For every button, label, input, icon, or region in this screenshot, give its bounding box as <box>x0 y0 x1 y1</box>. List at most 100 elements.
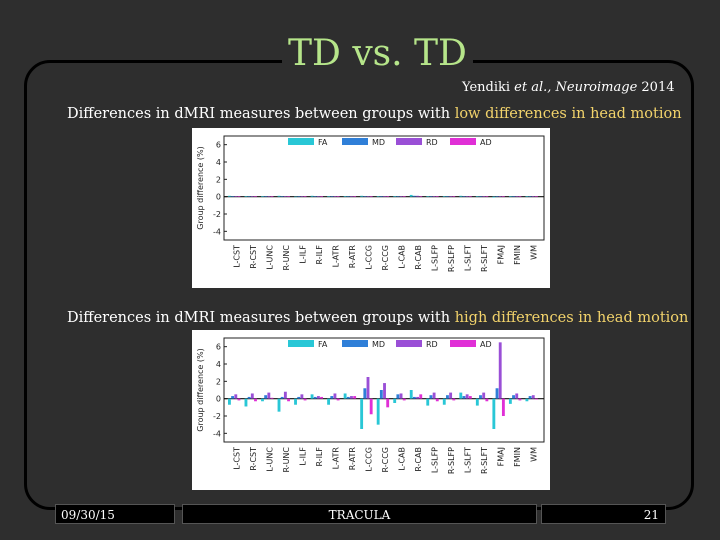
y-tick-label: 2 <box>216 377 221 386</box>
bar <box>343 196 347 197</box>
bar <box>399 393 403 399</box>
bar <box>452 196 456 197</box>
bar <box>525 196 529 197</box>
x-tick-label: L-CCG <box>364 447 373 472</box>
bar <box>327 398 331 405</box>
bar <box>330 396 334 399</box>
bar <box>386 398 390 408</box>
bar <box>515 196 519 197</box>
bar <box>535 398 538 400</box>
bar <box>343 393 347 399</box>
citation: Yendiki et al., Neuroimage 2014 <box>462 80 674 95</box>
bar <box>366 196 370 197</box>
citation-year: 2014 <box>637 80 675 95</box>
x-tick-label: L-SLFT <box>464 245 473 271</box>
plot-area <box>223 135 545 241</box>
citation-etal: et al., Neuroimage <box>514 80 638 95</box>
bar <box>327 196 331 197</box>
bar <box>399 196 403 197</box>
bar <box>244 398 248 407</box>
chart-low-motion: -4 -2 0 2 4 6 Group difference (%) FA MD RD AD L-CS… <box>192 128 550 288</box>
y-tick-label: 2 <box>216 175 221 184</box>
y-axis-label: Group difference (%) <box>196 348 205 431</box>
bar <box>402 398 406 401</box>
bar <box>525 398 529 402</box>
y-axis-label: Group difference (%) <box>196 146 205 229</box>
bar <box>320 396 324 399</box>
bar <box>297 196 301 197</box>
bar <box>446 395 449 399</box>
bar <box>515 393 519 399</box>
bar <box>459 195 463 197</box>
bar <box>479 395 482 399</box>
bar <box>303 398 307 401</box>
x-tick-label: L-UNC <box>265 447 274 472</box>
x-tick-label: FMAJ <box>497 245 506 264</box>
y-tick-label: 0 <box>216 193 221 202</box>
x-tick-label: FMIN <box>513 447 522 467</box>
bar <box>369 398 373 415</box>
legend-label-fa: FA <box>318 340 328 349</box>
bar <box>419 196 423 197</box>
legend-label-ad: AD <box>480 138 492 147</box>
bar <box>360 195 364 197</box>
bar <box>300 394 304 399</box>
bar <box>270 196 274 197</box>
bar <box>498 342 502 399</box>
bar <box>498 196 502 197</box>
bar <box>465 196 469 197</box>
bar <box>518 196 522 197</box>
bar <box>270 397 274 399</box>
bar <box>250 196 254 197</box>
bar <box>313 396 317 399</box>
bar <box>313 196 317 197</box>
y-tick-label: -4 <box>213 429 221 438</box>
bar <box>432 392 436 399</box>
bar <box>353 196 357 197</box>
bar <box>482 392 486 399</box>
bar <box>234 394 238 399</box>
bar <box>297 396 301 399</box>
bar <box>501 398 505 416</box>
bar <box>366 377 370 399</box>
x-tick-label: R-CAB <box>414 245 423 270</box>
bar <box>393 196 397 197</box>
bar <box>518 398 522 401</box>
footer-page-number: 21 <box>541 504 666 524</box>
bar <box>294 196 297 198</box>
x-tick-label: R-ILF <box>315 245 324 265</box>
bar <box>280 196 284 197</box>
x-tick-label: FMIN <box>513 245 522 265</box>
bar <box>482 196 486 197</box>
bar <box>409 390 413 399</box>
x-tick-label: R-UNC <box>282 245 291 271</box>
bar <box>462 196 466 197</box>
bar <box>353 396 357 399</box>
y-tick-label: -2 <box>213 210 221 219</box>
bar <box>267 196 271 197</box>
x-tick-label: R-CST <box>249 245 258 269</box>
bar <box>310 195 314 197</box>
bar <box>237 398 241 401</box>
chart-high-motion: -4 -2 0 2 4 6 Group difference (%) FA MD RD AD L-CS… <box>192 330 550 490</box>
bar <box>462 396 466 399</box>
x-tick-label: R-CST <box>249 447 258 471</box>
x-tick-label: L-SLFP <box>431 245 440 271</box>
bar <box>261 196 264 197</box>
bar <box>244 196 248 197</box>
bar <box>261 398 264 402</box>
bar <box>508 398 512 404</box>
bar <box>303 196 307 197</box>
bar <box>346 196 350 197</box>
bar <box>336 196 340 197</box>
bar <box>247 396 251 399</box>
bar <box>283 196 287 197</box>
bar <box>294 398 297 405</box>
bar <box>247 196 251 197</box>
bar <box>277 398 281 412</box>
bar <box>383 383 386 399</box>
bar <box>432 196 436 197</box>
bar <box>320 196 324 197</box>
bar <box>531 196 535 197</box>
footer-title: TRACULA <box>182 504 537 524</box>
